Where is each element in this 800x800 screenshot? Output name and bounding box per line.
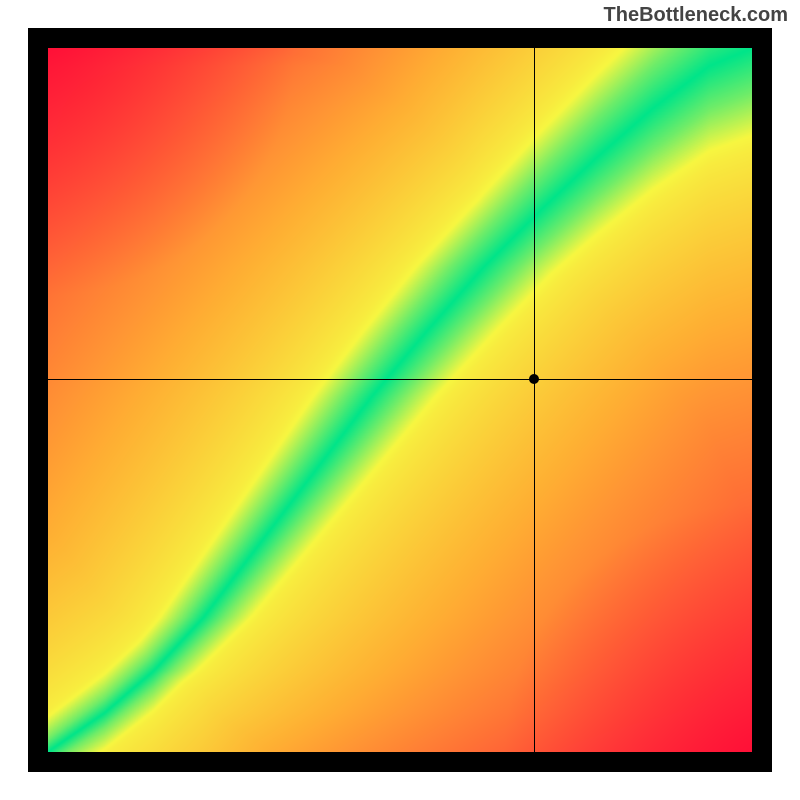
- crosshair-vertical: [534, 48, 535, 752]
- watermark-text: TheBottleneck.com: [604, 4, 788, 27]
- crosshair-marker: [529, 374, 539, 384]
- chart-container: TheBottleneck.com: [0, 0, 800, 800]
- chart-frame: [28, 28, 772, 772]
- crosshair-horizontal: [48, 379, 752, 380]
- plot-area: [48, 48, 752, 752]
- heatmap-canvas: [48, 48, 752, 752]
